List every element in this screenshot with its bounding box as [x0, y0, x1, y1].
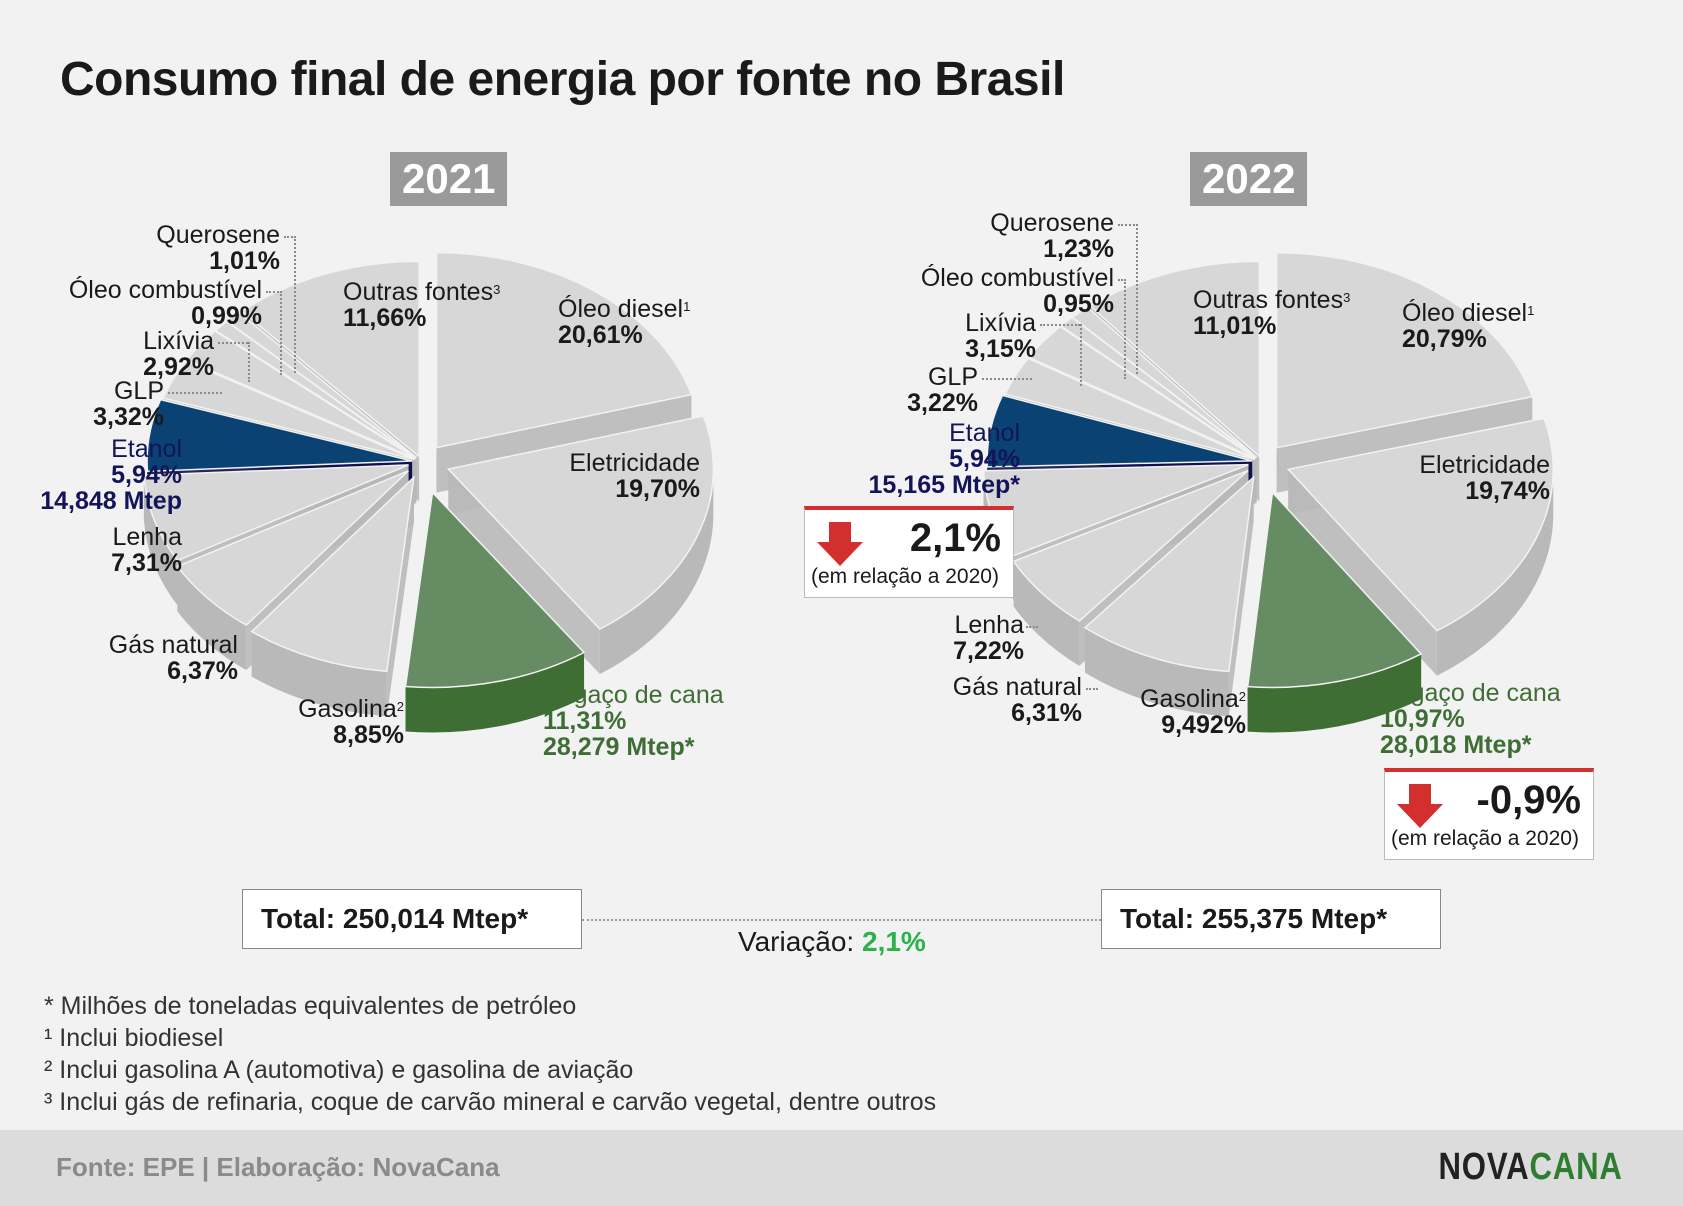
label-gas-natural-2021: Gás natural 6,37% — [108, 631, 238, 685]
down-arrow-icon — [817, 522, 863, 566]
footnote-1: ¹ Inclui biodiesel — [44, 1024, 224, 1052]
label-outras-fontes-2021: Outras fontes3 11,66% — [343, 278, 501, 332]
label-oleo-diesel-2022: Óleo diesel1 20,79% — [1402, 299, 1535, 353]
slice-side-eletricidade — [1436, 469, 1554, 676]
total-2022-box: Total: 255,375 Mtep* — [1101, 889, 1441, 949]
slice-etanol — [986, 394, 1253, 468]
slice-gasolina — [1083, 475, 1255, 673]
etanol-variation-value: 2,1% — [909, 516, 1001, 560]
year-2022-label: 2022 — [1190, 152, 1308, 206]
slice-bagaco-de-cana — [1246, 490, 1423, 689]
label-lixivia-2022: Lixívia 3,15% — [965, 309, 1036, 363]
slice-side-bagaco-de-cana — [1247, 653, 1422, 733]
slice-lixivia — [1027, 325, 1257, 460]
slice-gasolina — [250, 475, 415, 673]
slice-cut-eletricidade-1 — [1288, 469, 1437, 676]
label-gas-natural-2022: Gás natural 6,31% — [952, 673, 1082, 727]
footnote-3: ³ Inclui gás de refinaria, coque de carv… — [44, 1088, 937, 1116]
slice-eletricidade — [1286, 417, 1554, 632]
slice-outras-fontes — [240, 260, 420, 458]
label-bagaco-2022: Bagaço de cana 10,97% 28,018 Mtep* — [1380, 679, 1561, 759]
label-oleo-combustivel-2022: Óleo combustível 0,95% — [920, 264, 1114, 318]
label-glp-2022: GLP 3,22% — [907, 363, 978, 417]
label-querosene-2021: Querosene 1,01% — [156, 221, 280, 275]
total-2021-box: Total: 250,014 Mtep* — [242, 889, 582, 949]
slice-querosene — [1071, 306, 1258, 459]
footnotes: * Milhões de toneladas equivalentes de p… — [44, 990, 936, 1118]
slice-oleo-diesel — [435, 251, 693, 449]
page-title: Consumo final de energia por fonte no Br… — [60, 53, 1065, 106]
label-lenha-2021: Lenha 7,31% — [111, 523, 182, 577]
slice-side-bagaco-de-cana — [405, 652, 585, 733]
slice-side-gasolina — [251, 631, 387, 717]
variacao-text: Variação: 2,1% — [738, 926, 926, 957]
footer-bar: Fonte: EPE | Elaboração: NovaCana NOVACA… — [0, 1130, 1683, 1206]
label-lixivia-2021: Lixívia 2,92% — [143, 327, 214, 381]
slice-glp — [1004, 357, 1256, 461]
slice-outras-fontes — [1089, 260, 1261, 459]
label-gasolina-2022: Gasolina2 9,492% — [1140, 685, 1246, 739]
slice-side-gasolina — [1084, 627, 1229, 717]
label-eletricidade-2021: Eletricidade 19,70% — [569, 449, 700, 503]
novacana-logo: NOVACANA — [1438, 1146, 1623, 1188]
label-etanol-2022: Etanol 5,94% 15,165 Mtep* — [868, 419, 1020, 499]
label-glp-2021: GLP 3,32% — [93, 377, 164, 431]
slice-oleo-diesel — [1275, 251, 1534, 449]
label-etanol-2021: Etanol 5,94% 14,848 Mtep — [40, 435, 182, 515]
label-oleo-combustivel-2021: Óleo combustível 0,99% — [68, 276, 262, 330]
year-2021-label: 2021 — [390, 152, 508, 206]
slice-side-eletricidade — [599, 469, 714, 675]
label-gasolina-2021: Gasolina2 8,85% — [298, 695, 404, 749]
down-arrow-icon — [1397, 784, 1443, 828]
slice-etanol — [146, 398, 413, 473]
label-oleo-diesel-2021: Óleo diesel1 20,61% — [558, 295, 691, 349]
slice-cut-gasolina-0 — [1228, 477, 1254, 717]
slice-querosene — [225, 311, 417, 459]
bagaco-variation-box: -0,9% (em relação a 2020) — [1384, 768, 1594, 860]
bagaco-variation-note: (em relação a 2020) — [1391, 827, 1579, 850]
slice-side-lenha — [143, 475, 178, 606]
slice-lenha — [143, 464, 409, 562]
source-text: Fonte: EPE | Elaboração: NovaCana — [56, 1152, 500, 1182]
slice-eletricidade — [446, 415, 715, 630]
slice-bagaco-de-cana — [404, 490, 586, 689]
slice-lixivia — [185, 330, 416, 460]
footnote-mtep: * Milhões de toneladas equivalentes de p… — [44, 992, 577, 1020]
label-lenha-2022: Lenha 7,22% — [953, 611, 1024, 665]
slice-glp — [162, 360, 416, 461]
etanol-variation-note: (em relação a 2020) — [811, 565, 999, 588]
label-querosene-2022: Querosene 1,23% — [990, 209, 1114, 263]
label-outras-fontes-2022: Outras fontes3 11,01% — [1193, 286, 1351, 340]
slice-cut-eletricidade-1 — [448, 469, 600, 675]
label-eletricidade-2022: Eletricidade 19,74% — [1419, 451, 1550, 505]
etanol-variation-box: 2,1% (em relação a 2020) — [804, 506, 1014, 598]
bagaco-variation-value: -0,9% — [1476, 778, 1582, 822]
slice-gas-natural — [176, 470, 409, 627]
label-bagaco-2021: Bagaço de cana 11,31% 28,279 Mtep* — [543, 681, 724, 761]
slice-cut-gasolina-0 — [386, 477, 414, 717]
footnote-2: ² Inclui gasolina A (automotiva) e gasol… — [44, 1056, 634, 1084]
